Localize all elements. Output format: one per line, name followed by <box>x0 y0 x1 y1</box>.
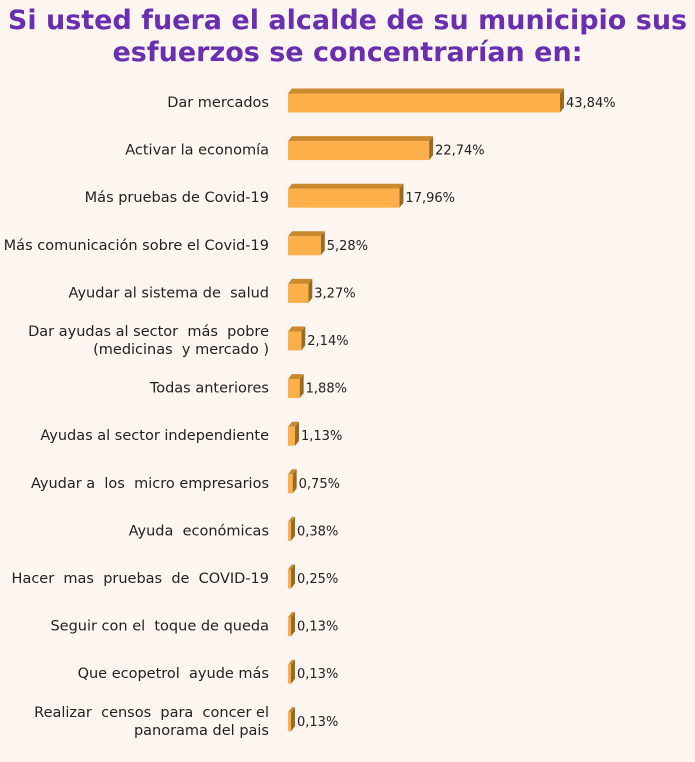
category-label: Ayuda económicas <box>129 523 269 539</box>
data-label: 0,13% <box>297 715 338 730</box>
category-label: Ayudar al sistema de salud <box>69 285 269 301</box>
data-label: 1,13% <box>301 429 342 444</box>
bar-top-face <box>288 278 313 284</box>
bar-top-face <box>288 231 325 237</box>
data-label: 0,38% <box>297 524 338 539</box>
category-label: Dar mercados <box>167 95 269 111</box>
bar-side-face <box>301 326 306 351</box>
category-label: Ayudas al sector independiente <box>40 428 269 444</box>
data-label: 0,75% <box>299 477 340 492</box>
bar-top-face <box>288 183 404 189</box>
data-label: 0,13% <box>297 667 338 682</box>
bar-top-face <box>288 374 304 380</box>
bar-side-face <box>291 659 295 684</box>
category-label: Más comunicación sobre el Covid-19 <box>4 238 269 254</box>
chart-title-line-2: esfuerzos se concentrarían en: <box>112 37 583 68</box>
bar-top-face <box>288 516 295 522</box>
bar-top-face <box>288 469 297 475</box>
bar <box>288 569 291 589</box>
bar-side-face <box>291 516 295 541</box>
bar <box>288 521 291 541</box>
category-label: Todas anteriores <box>149 381 269 397</box>
category-label: Más pruebas de Covid-19 <box>85 190 269 206</box>
bar-top-face <box>288 612 295 618</box>
category-label: Realizar censos para concer el <box>34 705 269 721</box>
data-label: 1,88% <box>306 382 347 397</box>
data-label: 3,27% <box>314 286 355 301</box>
bar-side-face <box>399 183 404 208</box>
bar <box>288 474 293 494</box>
chart-title-line-1: Si usted fuera el alcalde de su municipi… <box>7 5 688 36</box>
data-label: 2,14% <box>307 334 348 349</box>
bar-side-face <box>291 564 295 589</box>
data-label: 0,13% <box>297 620 338 635</box>
data-label: 22,74% <box>435 144 485 159</box>
bar-top-face <box>288 707 295 713</box>
bar <box>288 236 321 256</box>
bar-side-face <box>291 612 295 637</box>
bar <box>288 664 291 684</box>
bar-side-face <box>560 88 564 113</box>
bar <box>288 379 300 399</box>
category-label: Dar ayudas al sector más pobre <box>28 324 269 340</box>
category-label: Que ecopetrol ayude más <box>78 666 269 682</box>
bar-top-face <box>288 659 295 665</box>
bar-side-face <box>292 469 297 494</box>
category-label: Activar la economía <box>125 143 269 159</box>
bar-top-face <box>288 88 564 94</box>
bar-top-face <box>288 326 306 332</box>
bar <box>288 617 291 637</box>
data-label: 0,25% <box>297 572 338 587</box>
bar-side-face <box>295 421 300 446</box>
bar-side-face <box>291 707 295 732</box>
bar-side-face <box>308 278 313 303</box>
category-label: Hacer mas pruebas de COVID-19 <box>12 571 269 587</box>
bar <box>288 283 309 303</box>
bar-top-face <box>288 564 295 570</box>
bar-side-face <box>299 374 304 399</box>
bar <box>288 331 302 351</box>
category-label: panorama del pais <box>134 723 269 739</box>
bar <box>288 141 430 161</box>
category-label: Ayudar a los micro empresarios <box>31 476 269 492</box>
category-label: (medicinas y mercado ) <box>93 342 269 358</box>
data-label: 17,96% <box>405 191 455 206</box>
bar-side-face <box>320 231 325 256</box>
category-label: Seguir con el toque de queda <box>50 619 269 635</box>
data-label: 5,28% <box>327 239 368 254</box>
data-label: 43,84% <box>566 96 616 111</box>
bar <box>288 188 400 208</box>
bar-top-face <box>288 421 300 427</box>
bar-side-face <box>429 136 434 161</box>
bar <box>288 712 291 732</box>
bar <box>288 426 296 446</box>
bar <box>288 93 560 113</box>
bar-top-face <box>288 136 434 142</box>
